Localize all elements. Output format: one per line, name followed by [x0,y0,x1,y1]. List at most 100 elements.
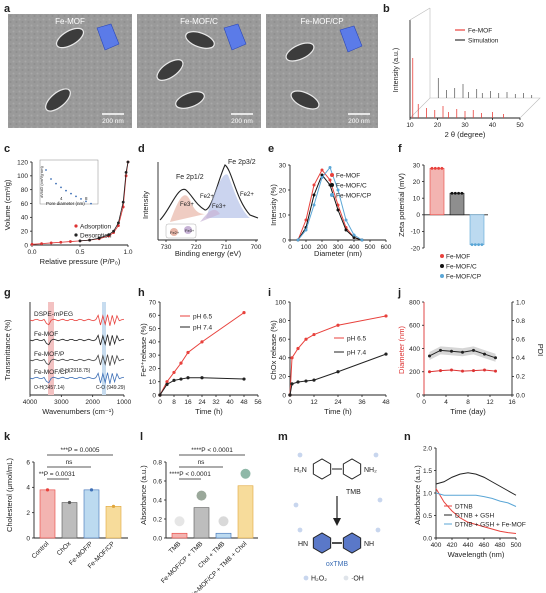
x-tick-label: 200 [317,244,328,251]
panel-letter-i: i [268,287,271,299]
y-tick-label: 0.0 [423,535,432,542]
y-axis-label: Intensity (%) [269,184,278,226]
y-tick-label: 0 [24,242,28,249]
isotherm-point [30,242,34,246]
x-tick-label: 40 [226,399,234,406]
ftir-label: Fe-MOF/P [34,351,64,358]
y-axis-label: Fe³⁺release (%) [139,323,148,377]
zeta-point [473,243,477,247]
x-tick-label: 300 [333,244,344,251]
x-axis-label: Time (day) [450,407,486,416]
x-tick-label: 0.0 [27,249,36,256]
diameter-point [483,368,486,372]
sig-label: ****P < 0.0001 [169,471,211,478]
y-tick-label: 0.0 [516,392,525,399]
legend-text: Fe-MOF/C [336,183,367,190]
diameter-point [461,369,464,373]
x-tick-label: 10 [406,122,414,129]
oxtmb-label: oxTMB [326,561,349,568]
x-tick-label: 12 [310,399,318,406]
diameter-point [450,368,453,372]
release-point [288,393,292,397]
y-tick-label: 6 [26,459,30,466]
spectrum-line [435,472,517,496]
cholesterol-bar [83,489,100,539]
diameter-point [428,370,431,374]
inset-point [65,189,67,192]
legend-text: pH 6.5 [347,336,367,343]
reagent-dot-icon [293,502,299,508]
x-axis-label: Wavenumbers (cm⁻¹) [42,407,114,416]
x-tick-label: 1000 [117,399,132,406]
xps-envelope [159,164,259,221]
x-tick-label: 0 [288,399,292,406]
y-tick-label: 0 [416,392,420,399]
x-tick-label: 48 [382,399,390,406]
y-tick-label: 80 [21,187,29,194]
y-tick-label: 0.2 [516,374,525,381]
x-tick-label: 710 [221,244,232,251]
ion-label: Fe2+ [170,230,180,235]
x-tick-label: 0 [288,244,292,251]
dls-point [312,203,316,207]
y-axis-label: Absorbance (a.u.) [139,465,148,525]
inset-point [75,195,77,198]
ion-label: Fe3+ [185,228,195,233]
zeta-point [440,166,444,170]
inset-tick: 8 [85,196,88,201]
legend-marker [74,233,78,237]
x-tick-label: 36 [358,399,366,406]
y-tick-label: 120 [17,159,28,166]
y-axis-label: Intensity (a.u.) [393,48,400,92]
isotherm-point [49,241,53,245]
panel-letter-e: e [268,143,274,155]
release-point [158,393,162,397]
panel-c: 0 20 40 60 80 100 120 0.0 0.5 1.0 Volume (cm³/g) Re… [3,159,133,266]
inset-box [39,159,99,205]
zeta-point [430,166,434,170]
sig-label: ****P < 0.0001 [191,447,233,454]
isotherm-point [88,238,91,242]
oxtmb-ring [312,532,332,554]
pdi-point [450,349,453,353]
legend-text: Fe-MOF/C [446,264,477,271]
ftir-label: Fe-MOF/CP [34,369,69,376]
y-tick-label: 10 [149,379,157,386]
y-tick-label: 80 [279,318,287,325]
dls-point [328,178,332,182]
x-tick-label: 600 [381,244,392,251]
y-tick-label: 30 [279,162,287,169]
cholesterol-point [89,488,94,492]
legend-marker [440,274,444,278]
inset-point [80,198,82,200]
y-tick-label: 30 [149,352,157,359]
tmb-ring [342,458,362,480]
y-tick-label: 40 [21,215,29,222]
x-tick-label: 2000 [85,399,100,406]
legend-marker [330,193,334,197]
panel-j: 0 200 400 600 800 0.0 0.2 0.4 0.6 0.8 1.0 0 4 8 12 16 Di… [397,299,545,416]
legend-text: H₂O₂ [311,576,327,583]
release-point [304,379,308,383]
ftir-spectrum [29,354,125,366]
isotherm-point [121,200,125,204]
h2o2-icon [303,575,309,581]
category-label: Control [31,540,51,560]
y-tick-label: 0.2 [153,516,162,523]
x-tick-label: 16 [508,399,516,406]
release-point [384,352,388,356]
release-point [290,356,294,360]
diameter-point [494,369,497,373]
diameter-point [439,369,442,373]
y-tick-label: 2.0 [423,445,432,452]
zeta-bar [429,168,445,216]
x-axis-label: Diameter (nm) [314,249,362,258]
panel-letter-l: l [140,431,143,443]
y-tick-label: 0 [152,392,156,399]
crystal-particle [185,31,215,49]
legend-text: Fe-MOF [446,254,470,261]
x-tick-label: 400 [349,244,360,251]
pdi-point [439,348,442,352]
reagent-dot-icon [297,527,303,533]
